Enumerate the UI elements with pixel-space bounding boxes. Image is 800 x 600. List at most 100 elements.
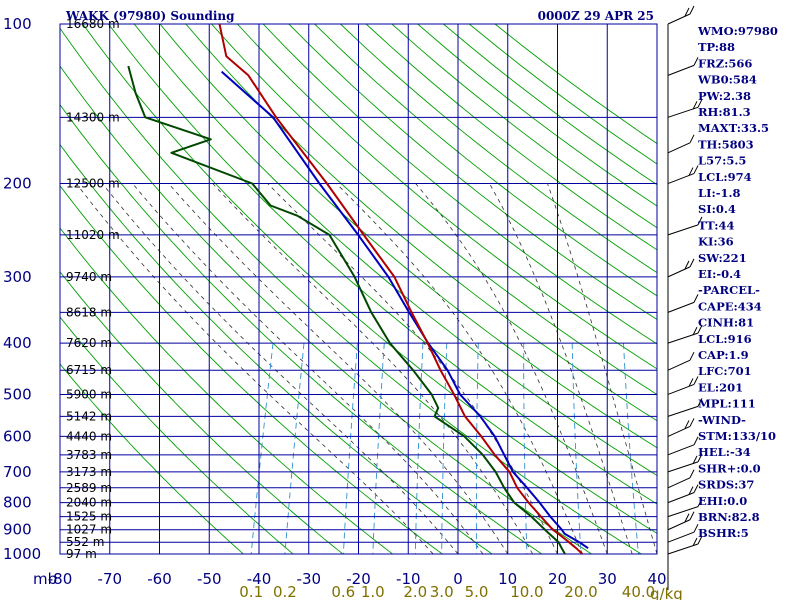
- temperature-tick-label: -20: [346, 570, 371, 588]
- height-label: 3173 m: [66, 465, 112, 479]
- temperature-tick-label: 0: [453, 570, 463, 588]
- sounding-index-item: LI:-1.8: [698, 186, 741, 200]
- height-label: 5142 m: [66, 409, 112, 423]
- temperature-tick-label: -40: [247, 570, 272, 588]
- pressure-label: 200: [3, 175, 32, 193]
- sounding-index-item: L57:5.5: [698, 154, 746, 168]
- pressure-label: 500: [3, 386, 32, 404]
- sounding-index-item: WMO:97980: [697, 24, 778, 38]
- sounding-index-item: TT:44: [698, 218, 735, 232]
- sounding-index-item: SRDS:37: [698, 478, 754, 492]
- wind-barb: [667, 5, 695, 25]
- height-label: 2040 m: [66, 496, 112, 510]
- sounding-index-item: -PARCEL-: [698, 283, 760, 297]
- sounding-index-item: LFC:701: [698, 364, 752, 378]
- wind-barb: [667, 99, 703, 118]
- wind-barb: [667, 351, 695, 371]
- temperature-tick-label: -50: [197, 570, 222, 588]
- temperature-tick-label: 10: [498, 570, 517, 588]
- temperature-tick-label: -60: [147, 570, 172, 588]
- pressure-label: 300: [3, 268, 32, 286]
- wind-barb: [667, 498, 703, 518]
- moist-adiabat: [75, 183, 434, 554]
- mixing-ratio-label: 5.0: [465, 583, 489, 600]
- sounding-index-item: CAP:1.9: [698, 348, 749, 362]
- pressure-label: 700: [3, 463, 32, 481]
- chart-title: WAKK (97980) Sounding: [65, 9, 235, 23]
- sounding-index-item: SHR+:0.0: [698, 461, 761, 475]
- height-label: 1525 m: [66, 510, 112, 524]
- sounding-index-item: WB0:584: [697, 73, 757, 87]
- wind-barb: [667, 535, 703, 555]
- wind-barb: [667, 294, 699, 313]
- wind-barb: [667, 258, 695, 278]
- mixing-ratio-label: 1.0: [361, 583, 385, 600]
- sounding-index-item: PW:2.38: [698, 89, 751, 103]
- sounding-index-item: MPL:111: [698, 397, 756, 411]
- wind-barb: [667, 324, 703, 344]
- mixing-ratio-label: 0.2: [273, 583, 297, 600]
- pressure-label: 400: [3, 334, 32, 352]
- height-label: 11020 m: [66, 228, 120, 242]
- wind-barb: [667, 57, 699, 76]
- wind-barb: [667, 436, 699, 456]
- wind-barb: [667, 511, 695, 531]
- mixing-ratio-unit-label: g/kg: [650, 585, 683, 600]
- height-label: 97 m: [66, 547, 97, 561]
- height-label: 5900 m: [66, 388, 112, 402]
- sounding-index-item: STM:133/10: [698, 429, 776, 443]
- temperature-tick-label: -10: [396, 570, 421, 588]
- height-label: 2589 m: [66, 481, 112, 495]
- temperature-tick-label: 30: [598, 570, 617, 588]
- sounding-index-item: CAPE:434: [698, 299, 762, 313]
- parcel-profile: [220, 70, 589, 550]
- sounding-index-item: EL:201: [698, 380, 743, 394]
- sounding-index-item: RH:81.3: [698, 105, 751, 119]
- mixing-ratio-label: 0.1: [239, 583, 263, 600]
- sounding-index-item: SI:0.4: [698, 202, 736, 216]
- sounding-index-item: EI:-0.4: [698, 267, 741, 281]
- temperature-profile: [218, 24, 584, 554]
- sounding-index-item: TP:88: [698, 40, 735, 54]
- sounding-index-item: KI:36: [698, 235, 734, 249]
- wind-barb: [667, 216, 703, 236]
- temperature-tick-label: 20: [548, 570, 567, 588]
- height-label: 1027 m: [66, 523, 112, 537]
- sounding-index-item: HEL:-34: [698, 445, 751, 459]
- wind-barb: [667, 523, 699, 543]
- wind-barb: [667, 376, 699, 395]
- wind-barb: [667, 418, 695, 437]
- height-label: 3783 m: [66, 448, 112, 462]
- moist-adiabat: [267, 183, 558, 554]
- sounding-index-item: LCL:974: [698, 170, 752, 184]
- height-label: 7620 m: [66, 336, 112, 350]
- sounding-index-item: CINH:81: [698, 316, 754, 330]
- temperature-tick-label: -80: [48, 570, 73, 588]
- temperature-tick-label: -70: [98, 570, 123, 588]
- temperature-tick-label: -30: [297, 570, 322, 588]
- height-label: 12500 m: [66, 177, 120, 191]
- plot-border: [59, 23, 658, 555]
- wind-barb: [667, 484, 699, 504]
- wind-barb: [667, 453, 703, 473]
- height-label: 4440 m: [66, 429, 112, 443]
- wind-barb: [667, 398, 703, 417]
- pressure-label: 900: [3, 521, 32, 539]
- mixing-ratio-label: 20.0: [564, 583, 597, 600]
- sounding-index-item: BRN:82.8: [698, 510, 760, 524]
- sounding-index-item: FRZ:566: [698, 56, 752, 70]
- sounding-index-item: -WIND-: [698, 413, 746, 427]
- mixing-ratio-label: 3.0: [430, 583, 454, 600]
- height-label: 14300 m: [66, 110, 120, 124]
- mixing-ratio-label: 40.0: [622, 583, 655, 600]
- wind-barb: [667, 469, 695, 489]
- pressure-label: 600: [3, 427, 32, 445]
- chart-time: 0000Z 29 APR 25: [538, 9, 654, 23]
- temperature-tick-label: 40: [647, 570, 666, 588]
- pressure-label: 800: [3, 494, 32, 512]
- sounding-index-item: TH:5803: [698, 137, 754, 151]
- height-label: 552 m: [66, 535, 104, 549]
- height-label: 6715 m: [66, 363, 112, 377]
- height-label: 8618 m: [66, 305, 112, 319]
